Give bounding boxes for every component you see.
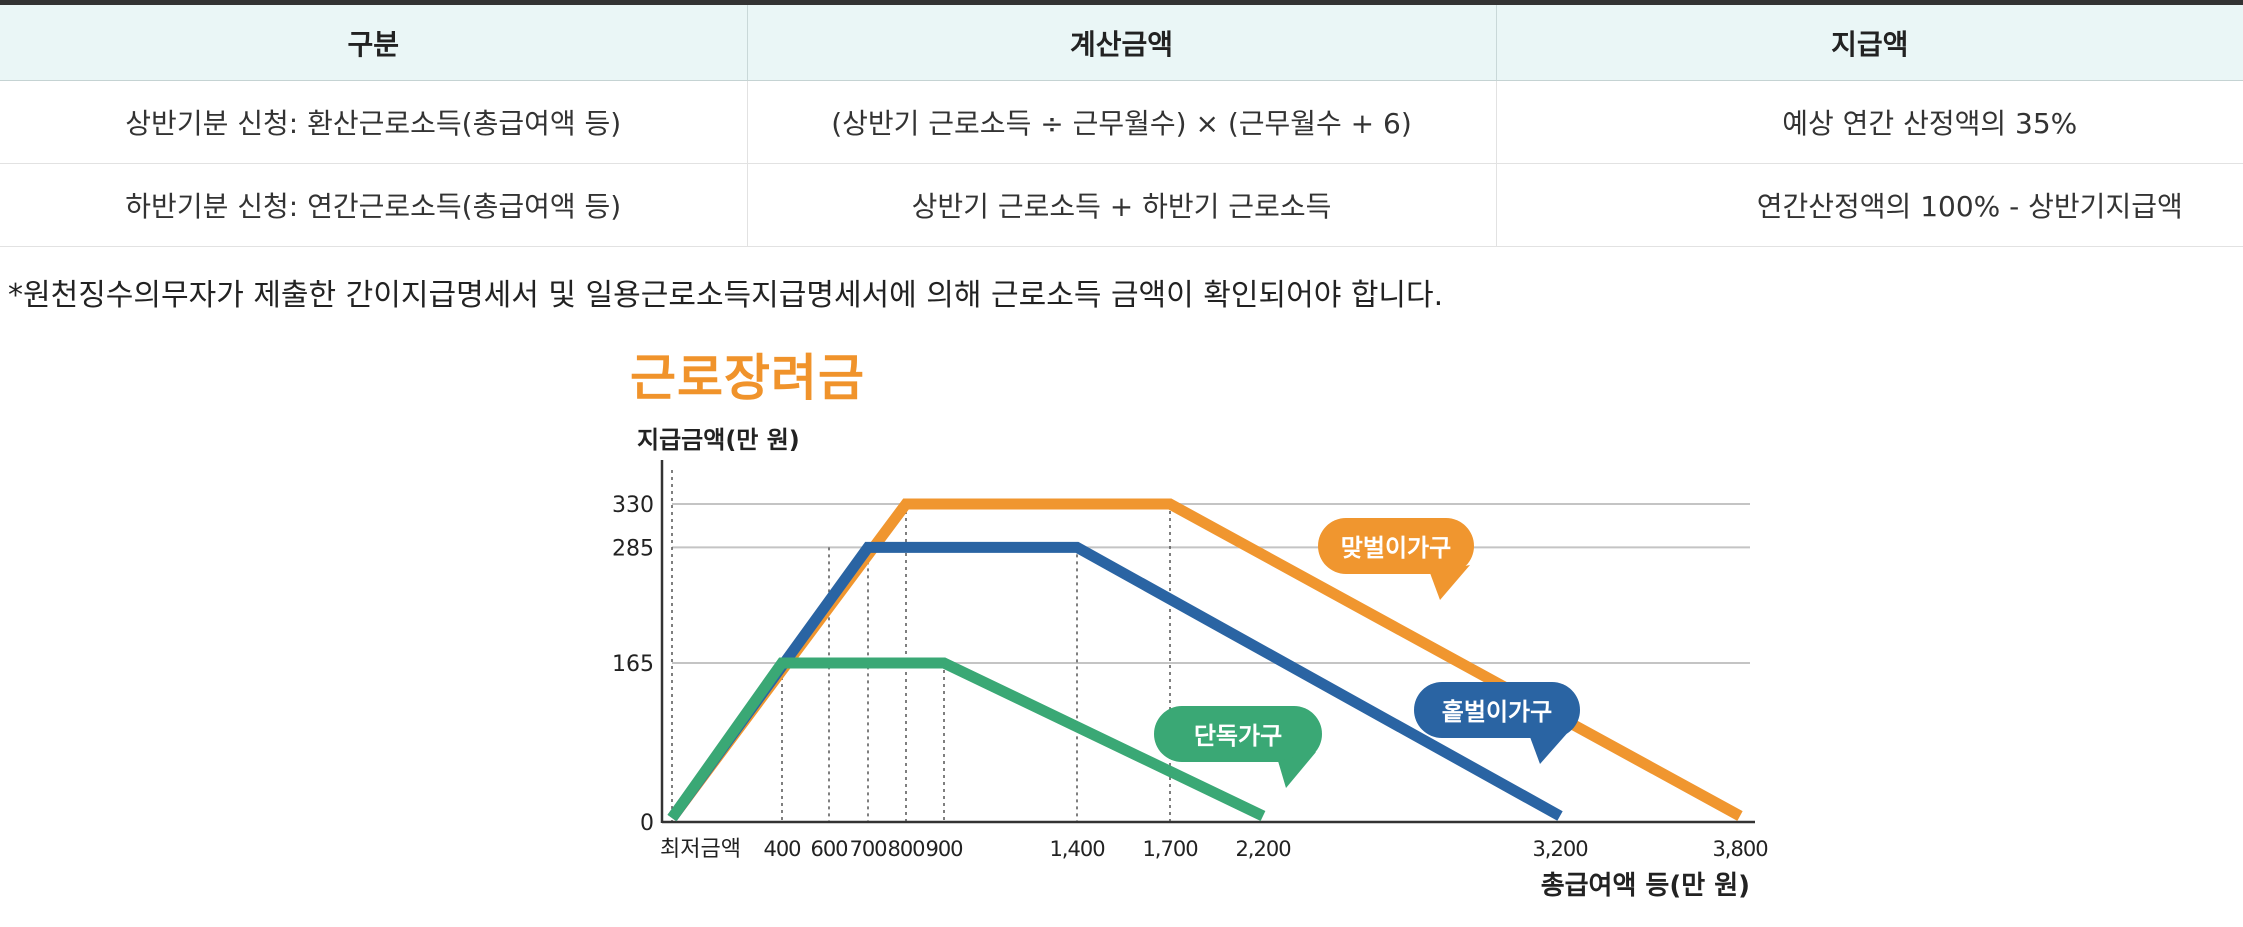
table-header-row: 구분 계산금액 지급액: [0, 5, 2243, 81]
footnote: *원천징수의무자가 제출한 간이지급명세서 및 일용근로소득지급명세서에 의해 …: [8, 278, 1444, 313]
x-tick-label: 2,200: [1235, 837, 1290, 861]
y-tick-label: 165: [612, 652, 654, 677]
series-line: [667, 657, 1266, 822]
x-tick-label: 1,700: [1142, 837, 1197, 861]
legend-bubble: [1154, 706, 1322, 762]
table-cell: 연간산정액의 100% - 상반기지급액: [1496, 163, 2243, 247]
header-category: 구분: [0, 5, 748, 81]
header-calculated-amount: 계산금액: [747, 5, 1497, 81]
legend-bubble-tail: [1278, 752, 1316, 788]
legend-bubble: [1414, 682, 1580, 738]
x-tick-label: 최저금액: [660, 837, 741, 862]
header-payment-amount: 지급액: [1496, 5, 2243, 81]
x-tick-label: 600: [810, 837, 847, 861]
x-tick-label: 1,400: [1049, 837, 1104, 861]
legend-bubble-tail: [1530, 730, 1570, 764]
y-tick-label: 285: [612, 536, 654, 561]
x-tick-label: 700: [849, 837, 886, 861]
x-tick-label: 800: [887, 837, 924, 861]
legend-label: 맞벌이가구: [1341, 534, 1451, 562]
legend-label: 단독가구: [1194, 722, 1282, 750]
table-cell: 상반기 근로소득 + 하반기 근로소득: [747, 163, 1497, 247]
table-cell: 상반기분 신청: 환산근로소득(총급여액 등): [0, 80, 748, 164]
x-tick-label: 3,800: [1712, 837, 1767, 861]
y-axis-label: 지급금액(만 원): [637, 426, 800, 454]
x-tick-label: 900: [925, 837, 962, 861]
y-tick-label: 330: [612, 493, 654, 518]
table-row: 하반기분 신청: 연간근로소득(총급여액 등) 상반기 근로소득 + 하반기 근…: [0, 163, 2243, 247]
calculation-table: 구분 계산금액 지급액 상반기분 신청: 환산근로소득(총급여액 등) (상반기…: [0, 5, 2243, 247]
series-line: [667, 541, 1563, 822]
table-row: 상반기분 신청: 환산근로소득(총급여액 등) (상반기 근로소득 ÷ 근무월수…: [0, 80, 2243, 164]
y-tick-label: 0: [640, 811, 654, 836]
x-tick-label: 3,200: [1532, 837, 1587, 861]
legend-bubble: [1318, 518, 1474, 574]
top-rule: [0, 0, 2243, 5]
chart-title: 근로장려금: [630, 349, 865, 407]
legend-label: 홑벌이가구: [1442, 698, 1552, 726]
table-cell: (상반기 근로소득 ÷ 근무월수) × (근무월수 + 6): [747, 80, 1497, 164]
table-cell: 예상 연간 산정액의 35%: [1496, 80, 2243, 164]
legend-bubble-tail: [1430, 565, 1470, 600]
x-tick-label: 400: [763, 837, 800, 861]
x-axis-label: 총급여액 등(만 원): [1541, 871, 1750, 901]
table-cell: 하반기분 신청: 연간근로소득(총급여액 등): [0, 163, 748, 247]
